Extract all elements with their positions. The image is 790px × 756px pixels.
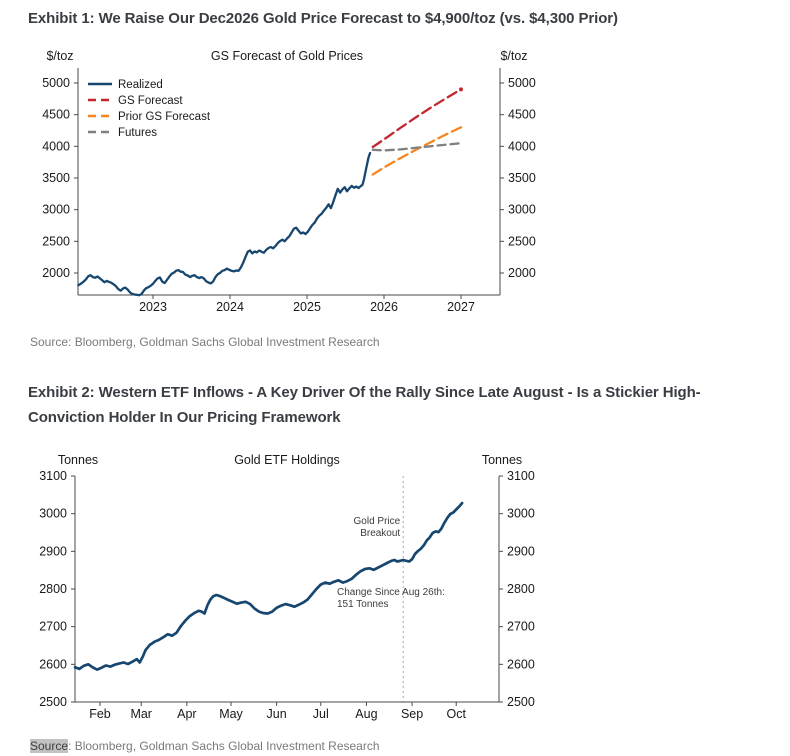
chart-text: 2025 [293, 300, 321, 314]
chart-text: Change Since Aug 26th: [337, 587, 445, 598]
chart-text: 3000 [508, 203, 536, 217]
chart-text: 2023 [139, 300, 167, 314]
chart-text: 2900 [39, 544, 67, 558]
prior-gs-forecast-line [371, 126, 463, 176]
exhibit2-source-text: : Bloomberg, Goldman Sachs Global Invest… [68, 739, 380, 753]
chart-text: 2500 [508, 234, 536, 248]
chart-text: GS Forecast [118, 95, 183, 107]
chart-text: 3100 [39, 469, 67, 483]
chart-text: $/toz [46, 49, 73, 63]
chart-text: Aug [355, 707, 377, 721]
chart-text: Apr [177, 707, 196, 721]
chart-text: Breakout [360, 528, 400, 539]
gs-forecast-line [371, 88, 463, 149]
chart-text: $/toz [500, 49, 527, 63]
chart-text: 151 Tonnes [337, 599, 389, 610]
chart-text: Mar [130, 707, 152, 721]
chart-text: Oct [446, 707, 466, 721]
chart-text: Futures [118, 127, 157, 139]
chart-text: 4000 [42, 139, 70, 153]
chart-text: Feb [89, 707, 111, 721]
chart-text: 5000 [508, 76, 536, 90]
chart-text: 2500 [39, 695, 67, 709]
exhibit1-source: Source: Bloomberg, Goldman Sachs Global … [30, 335, 380, 349]
chart-text: 2800 [39, 582, 67, 596]
chart-text: Tonnes [58, 453, 98, 467]
chart-text: 3100 [507, 469, 535, 483]
chart-text: 2026 [370, 300, 398, 314]
futures-line [371, 142, 463, 152]
chart-text: 4500 [508, 108, 536, 122]
chart-text: Sep [401, 707, 423, 721]
gold-etf-holdings-chart: 3100 3100 3000 3000 2900 2900 2800 2800 2700 2700… [39, 453, 535, 721]
chart-text: 2500 [507, 695, 535, 709]
chart-text: Tonnes [482, 453, 522, 467]
chart-text: 3000 [39, 507, 67, 521]
chart-text: 2800 [507, 582, 535, 596]
chart-text: 5000 [42, 76, 70, 90]
exhibit2-title: Exhibit 2: Western ETF Inflows - A Key D… [28, 384, 701, 426]
exhibit2-source: Source: Bloomberg, Goldman Sachs Global … [30, 739, 380, 753]
gold-price-forecast-chart: 5000 5000 4500 4500 4000 4000 3500 3500 3000 3000… [42, 49, 536, 314]
chart-text: Jul [313, 707, 329, 721]
chart-text: 3000 [42, 203, 70, 217]
chart-text: 3000 [507, 507, 535, 521]
chart-text: 3500 [42, 171, 70, 185]
chart-text: 2027 [447, 300, 475, 314]
chart-text: Realized [118, 79, 163, 91]
chart-text: Jun [267, 707, 287, 721]
chart-text: Gold ETF Holdings [234, 453, 340, 467]
chart-text: 2700 [507, 620, 535, 634]
chart-text: 2600 [507, 657, 535, 671]
exhibit1-title: Exhibit 1: We Raise Our Dec2026 Gold Pri… [28, 10, 618, 27]
chart-text: Gold Price [354, 516, 401, 527]
chart-text: 2600 [39, 657, 67, 671]
chart-text: 4500 [42, 108, 70, 122]
chart-text: GS Forecast of Gold Prices [211, 49, 363, 63]
chart-text: 4000 [508, 139, 536, 153]
chart-text: 2024 [216, 300, 244, 314]
chart-text: 3500 [508, 171, 536, 185]
chart-text: 2500 [42, 234, 70, 248]
source-highlight: Source [30, 739, 69, 753]
chart-text: 2900 [507, 544, 535, 558]
chart-text: May [219, 707, 243, 721]
chart-text: Prior GS Forecast [118, 111, 211, 123]
forecast-end-dot [459, 87, 463, 92]
gold-etf-holdings-line [73, 501, 464, 671]
chart-text: 2000 [508, 266, 536, 280]
realized-line [77, 151, 372, 297]
chart-text: 2700 [39, 620, 67, 634]
chart-text: 2000 [42, 266, 70, 280]
